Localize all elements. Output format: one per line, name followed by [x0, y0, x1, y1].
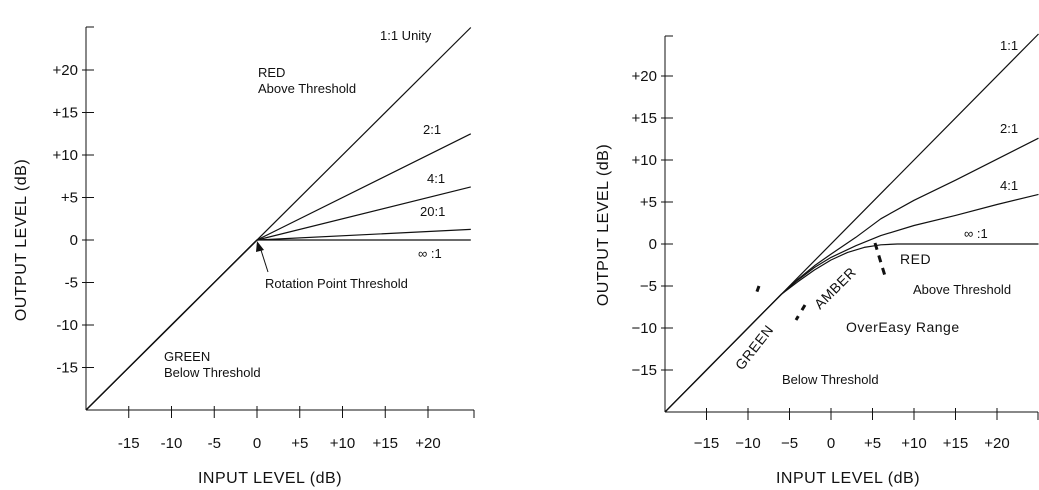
- series-group-left: [85, 27, 472, 411]
- x-tick-label: +20: [415, 435, 440, 452]
- y-tick-label: 0: [70, 232, 78, 249]
- x-tick-label: -5: [208, 435, 221, 452]
- series-line-20-1-left: [85, 228, 471, 411]
- rotation-point-arrow: [256, 241, 269, 273]
- x-tick-label: 0: [827, 435, 835, 452]
- x-tick-label: +15: [943, 435, 968, 452]
- ratio-label-4-1-right: 4:1: [1000, 178, 1018, 193]
- series-line-2-1-left: [85, 133, 472, 411]
- y-tick-label: +15: [53, 105, 78, 122]
- y-tick-label: 0: [649, 236, 657, 253]
- ratio-label-4-1: 4:1: [427, 171, 445, 186]
- zone-label-green-right: GREEN: [732, 322, 777, 373]
- zone-label-green: GREEN: [164, 349, 210, 364]
- y-tick-label: -10: [56, 317, 78, 334]
- y-tick-label: −10: [632, 320, 657, 337]
- zone-label-red: RED: [258, 65, 285, 80]
- x-tick-label: −5: [781, 435, 798, 452]
- ticks-left: +20 +15 +10 +5 0 -5 -10 -15 -15 -10 -5 0 +5 +10 +15 +20: [53, 62, 441, 452]
- x-axis-label-left: INPUT LEVEL (dB): [198, 470, 342, 487]
- zone-label-below-threshold: Below Threshold: [164, 365, 261, 380]
- chart-hard-knee-compression: +20+15+10+50-5-10-15-15 -10 -5 0 +5 +10 +15 +20…: [13, 26, 475, 487]
- y-tick-label: -15: [56, 360, 78, 377]
- x-tick-label: +5: [864, 435, 881, 452]
- series-line-4-1-right: [664, 193, 1039, 413]
- x-tick-label: -10: [161, 435, 183, 452]
- y-tick-label: +15: [632, 110, 657, 127]
- ratio-label-2-1: 2:1: [423, 122, 441, 137]
- overeasy-range-label: OverEasy Range: [846, 319, 960, 335]
- zone-label-red-right: RED: [900, 251, 931, 267]
- series-group-right: [664, 33, 1039, 413]
- x-tick-label: +20: [984, 435, 1009, 452]
- y-tick-label: +10: [53, 147, 78, 164]
- y-axis-label-left: OUTPUT LEVEL (dB): [13, 159, 30, 321]
- x-tick-label: 0: [253, 435, 261, 452]
- x-tick-label: +10: [901, 435, 926, 452]
- y-tick-label: +5: [640, 194, 657, 211]
- ratio-label-infinity-1-right: ∞ :1: [964, 226, 988, 241]
- x-axis-label-right: INPUT LEVEL (dB): [776, 470, 920, 487]
- x-tick-label: +10: [330, 435, 355, 452]
- y-tick-label: +10: [632, 152, 657, 169]
- y-tick-label: −5: [640, 278, 657, 295]
- zone-label-amber: AMBER: [811, 264, 859, 312]
- zone-label-above-threshold: Above Threshold: [258, 81, 356, 96]
- y-tick-label: +20: [632, 68, 657, 85]
- zone-boundary-dashes: [753, 242, 887, 321]
- x-tick-label: −15: [694, 435, 719, 452]
- series-line-4-1-left: [85, 186, 471, 411]
- y-tick-label: +5: [61, 190, 78, 207]
- chart-overeasy-compression: +20+15+10+50−5−10−15−15 −10 −5 0 +5 +10 +15 +20…: [595, 33, 1039, 487]
- y-axis-label-right: OUTPUT LEVEL (dB): [595, 144, 612, 306]
- ratio-label-2-1-right: 2:1: [1000, 121, 1018, 136]
- ticks-right: +20 +15 +10 +5 0 −5 −10 −15 −15 −10 −5 0 +5 +10 +15 +20: [632, 68, 1010, 452]
- x-tick-label: −10: [735, 435, 760, 452]
- ratio-label-20-1: 20:1: [420, 204, 445, 219]
- y-tick-label: +20: [53, 62, 78, 79]
- ratio-label-1-1-right: 1:1: [1000, 38, 1018, 53]
- rotation-point-label: Rotation Point Threshold: [265, 276, 408, 291]
- y-tick-label: -5: [65, 275, 78, 292]
- x-tick-label: +5: [291, 435, 308, 452]
- x-tick-label: -15: [118, 435, 140, 452]
- series-line-1-right: [664, 243, 1039, 413]
- axes-left: [85, 26, 475, 418]
- zone-label-above-threshold-right: Above Threshold: [913, 282, 1011, 297]
- y-tick-label: −15: [632, 362, 657, 379]
- zone-label-below-threshold-right: Below Threshold: [782, 372, 879, 387]
- ratio-label-infinity-1: ∞ :1: [418, 246, 442, 261]
- axes-right: [664, 35, 1039, 420]
- x-tick-label: +15: [373, 435, 398, 452]
- series-line-1-left: [85, 239, 471, 411]
- label-unity: 1:1 Unity: [380, 28, 432, 43]
